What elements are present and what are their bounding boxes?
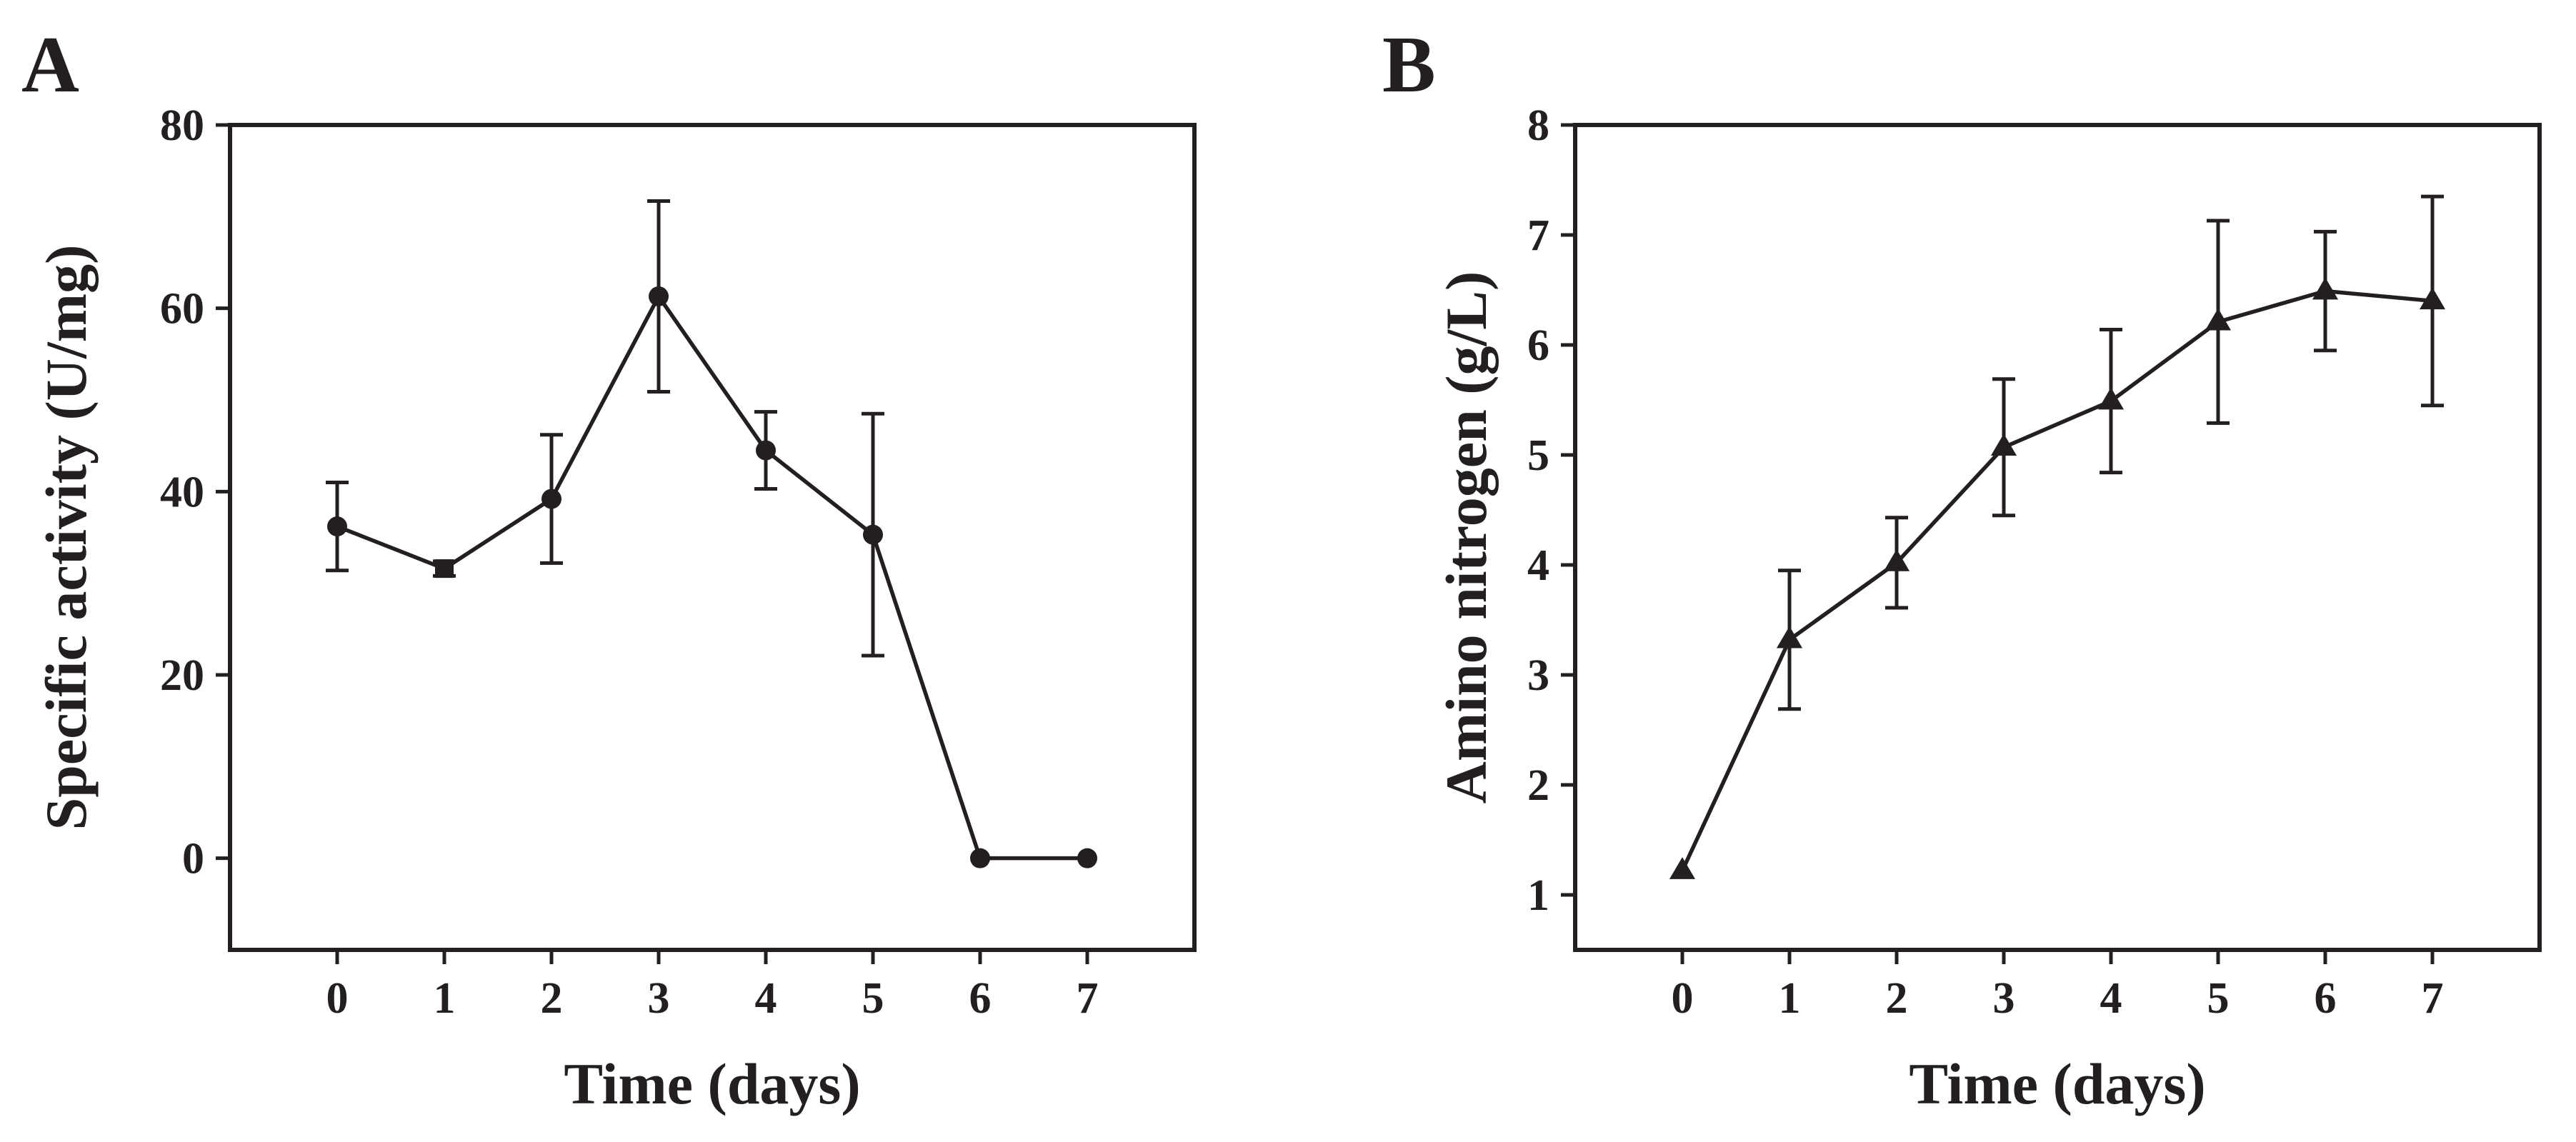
panel-a-x-tick-label: 1 [434, 974, 456, 1023]
panel-a-data-point [1077, 848, 1097, 868]
panel-b-x-tick-label: 7 [2422, 974, 2444, 1023]
panel-b-series-line [1680, 289, 2433, 872]
panel-a-x-tick-label: 2 [541, 974, 563, 1023]
panel-a-data-point [541, 489, 561, 509]
panel-a-x-tick-label: 4 [755, 974, 777, 1023]
panel-b-data-point [1669, 857, 1696, 879]
panel-a-y-tick-label: 40 [160, 468, 204, 516]
panel-b-x-tick-label: 1 [1779, 974, 1801, 1023]
panel-a-plot-frame [228, 123, 1197, 952]
panel-b-x-tick-label: 3 [1993, 974, 2015, 1023]
panel-a-plot [326, 199, 1097, 868]
panel-b-y-tick-label: 7 [1527, 211, 1549, 260]
panel-a-y-tick-label: 80 [160, 101, 204, 150]
panel-b-data-point [1990, 434, 2017, 456]
panel-a-y-axis-title: Specific activity (U/mg) [34, 245, 99, 831]
panel-a-series-line [336, 294, 1087, 861]
panel-a-data-point [863, 524, 883, 545]
panel-b-data-point [1776, 626, 1803, 648]
panel-a-x-axis-title: Time (days) [564, 1051, 860, 1116]
panel-b-y-tick-label: 6 [1527, 321, 1549, 370]
panel-b-y-tick-label: 3 [1527, 651, 1549, 700]
panel-b-data-point [2312, 277, 2339, 300]
panel-b-data-point [2419, 287, 2446, 310]
panel-b-letter: B [1382, 21, 1436, 109]
panel-b-data-point [2097, 387, 2125, 410]
panel-a-y-tick-label: 60 [160, 285, 204, 334]
panel-b-data-point [2205, 308, 2232, 331]
panel-a-data-point [435, 559, 454, 578]
panel-a-data-point [970, 848, 990, 868]
panel-b-data-point [1883, 549, 1910, 571]
panel-b-x-tick-label: 4 [2100, 974, 2122, 1023]
panel-b-axes: 1 2 3 4 5 6 7 8 0 1 2 3 4 5 6 7 [1527, 101, 2542, 1023]
panel-b-x-tick-label: 2 [1886, 974, 1908, 1023]
panel-b-x-axis-title: Time (days) [1909, 1051, 2205, 1116]
panel-b-x-tick-label: 5 [2207, 974, 2230, 1023]
panel-a-x-tick-label: 7 [1077, 974, 1099, 1023]
panel-b-x-tick-label: 6 [2315, 974, 2337, 1023]
panel-b-y-tick-label: 8 [1527, 101, 1549, 150]
panel-a-x-tick-label: 5 [862, 974, 884, 1023]
panel-b-y-tick-label: 1 [1527, 871, 1549, 920]
panel-a-data-point [649, 286, 669, 306]
panel-a-letter: A [21, 21, 79, 109]
panel-b-y-axis-title: Amino nitrogen (g/L) [1434, 271, 1499, 804]
panel-a-x-tick-label: 3 [648, 974, 670, 1023]
panel-b-x-tick-label: 0 [1672, 974, 1694, 1023]
panel-b-y-tick-label: 2 [1527, 761, 1549, 810]
panel-a-axes: 0 20 40 60 80 0 1 2 3 4 5 6 7 [160, 101, 1197, 1023]
panel-a-data-point [756, 440, 776, 461]
panel-a: A 0 20 40 60 80 0 1 2 3 4 5 6 7 Time (days) Specific… [21, 21, 1197, 1116]
panel-a-y-tick-label: 20 [160, 651, 204, 700]
panel-b: B 1 2 3 4 5 6 7 8 0 1 2 3 4 5 6 7 Time (days) Amino nit… [1382, 21, 2542, 1116]
panel-b-y-tick-label: 4 [1527, 541, 1549, 590]
panel-b-y-tick-label: 5 [1527, 431, 1549, 480]
panel-a-y-tick-label: 0 [182, 835, 204, 883]
panel-a-x-tick-label: 6 [969, 974, 992, 1023]
panel-a-x-tick-label: 0 [326, 974, 349, 1023]
panel-b-plot [1669, 194, 2446, 879]
panel-b-plot-frame [1573, 123, 2542, 952]
panel-a-data-point [327, 516, 347, 537]
